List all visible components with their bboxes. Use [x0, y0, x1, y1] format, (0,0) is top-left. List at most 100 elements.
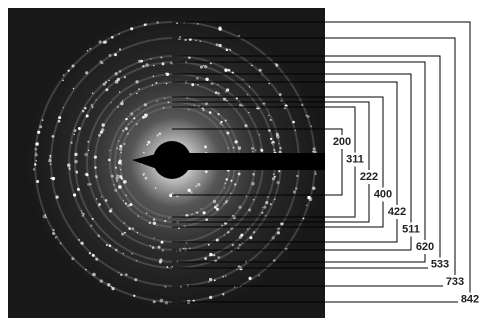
spot: [252, 173, 255, 176]
spot: [98, 235, 101, 238]
spot: [258, 275, 259, 276]
spot: [115, 249, 118, 252]
spot: [118, 140, 119, 141]
spot: [106, 244, 108, 246]
spot: [217, 256, 220, 259]
spot: [109, 54, 112, 57]
spot: [187, 284, 189, 286]
spot: [86, 173, 89, 176]
spot: [279, 93, 282, 96]
spot: [251, 182, 255, 186]
spot: [78, 127, 81, 130]
spot: [203, 211, 206, 214]
spot: [226, 178, 228, 180]
spot: [113, 184, 114, 185]
spot: [94, 156, 97, 159]
spot: [116, 180, 118, 182]
spot: [164, 286, 165, 287]
spot: [109, 244, 112, 247]
spot: [190, 191, 192, 193]
spot: [253, 199, 255, 201]
spot: [224, 235, 225, 236]
spot: [101, 128, 104, 131]
spot: [127, 133, 128, 134]
spot: [119, 70, 122, 73]
spot: [142, 174, 144, 176]
spot: [105, 199, 108, 202]
spot: [92, 92, 94, 94]
spot: [92, 218, 94, 220]
spot: [280, 222, 283, 225]
spot: [214, 206, 217, 209]
spot: [35, 152, 36, 153]
spot: [86, 115, 89, 118]
spot: [240, 234, 243, 237]
spot: [225, 275, 226, 276]
spot: [204, 65, 207, 68]
spot: [94, 166, 96, 168]
spot: [121, 233, 124, 236]
spot: [124, 222, 126, 224]
spot: [100, 279, 103, 282]
spot: [147, 141, 150, 144]
spot: [225, 120, 227, 122]
spot: [312, 151, 314, 153]
spot: [172, 266, 173, 267]
spot: [251, 147, 254, 150]
spot: [119, 175, 122, 178]
spot: [118, 272, 120, 274]
spot: [98, 134, 101, 137]
spot: [82, 215, 84, 217]
spot: [72, 65, 75, 68]
spot: [219, 26, 222, 29]
spot: [88, 150, 89, 151]
spot: [60, 242, 62, 244]
spot: [81, 210, 82, 211]
spot: [150, 245, 151, 246]
spot: [205, 78, 208, 81]
spot: [169, 218, 170, 219]
spot: [117, 106, 119, 108]
spot: [231, 180, 233, 182]
spot: [82, 110, 84, 112]
spot: [232, 244, 234, 246]
spot: [111, 175, 114, 178]
spot: [267, 196, 269, 198]
spot: [117, 78, 120, 81]
spot: [228, 69, 231, 72]
spot: [262, 207, 264, 209]
spot: [108, 80, 110, 82]
spot: [197, 212, 199, 214]
ring-label: 222: [360, 171, 378, 183]
spot: [238, 173, 241, 176]
spot: [274, 142, 275, 143]
spot: [81, 242, 84, 245]
spot: [201, 208, 202, 209]
spot: [188, 189, 191, 192]
spot: [225, 200, 228, 203]
spot: [89, 252, 91, 254]
spot: [292, 121, 295, 124]
spot: [68, 70, 70, 72]
spot: [249, 277, 252, 280]
spot: [222, 276, 224, 278]
spot: [110, 208, 113, 211]
spot: [152, 84, 153, 85]
spot: [131, 121, 132, 122]
spot: [98, 203, 101, 206]
spot: [111, 36, 114, 39]
spot: [203, 109, 205, 111]
spot: [223, 203, 224, 204]
spot: [155, 82, 157, 84]
spot: [51, 177, 52, 178]
spot: [109, 150, 110, 151]
spot: [166, 73, 169, 76]
spot: [146, 213, 147, 214]
spot: [74, 129, 77, 132]
spot: [276, 181, 279, 184]
beam-stop-arm: [132, 153, 325, 170]
spot: [260, 149, 263, 152]
spot: [191, 213, 193, 215]
spot: [234, 286, 235, 287]
spot: [215, 91, 218, 94]
